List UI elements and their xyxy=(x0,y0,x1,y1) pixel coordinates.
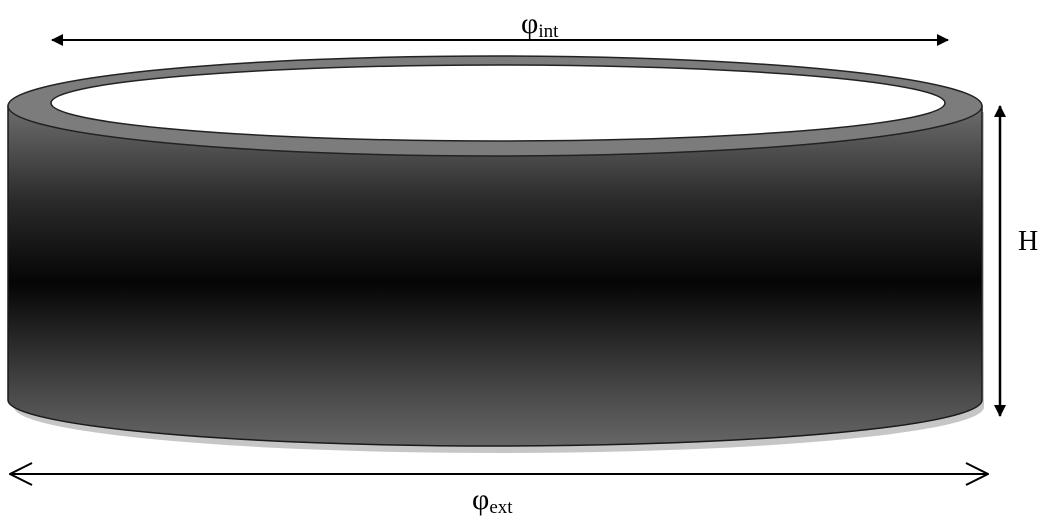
inner-diameter-symbol: φ xyxy=(521,7,538,40)
inner-diameter-subscript: int xyxy=(538,21,559,42)
cylinder-inner-opening xyxy=(50,64,946,142)
outer-diameter-symbol: φ xyxy=(472,483,489,516)
outer-diameter-subscript: ext xyxy=(489,497,513,518)
outer-diameter-label: φext xyxy=(472,483,513,518)
inner-diameter-label: φint xyxy=(521,7,559,42)
height-label: H xyxy=(1018,226,1038,257)
cylinder-side xyxy=(7,105,983,447)
